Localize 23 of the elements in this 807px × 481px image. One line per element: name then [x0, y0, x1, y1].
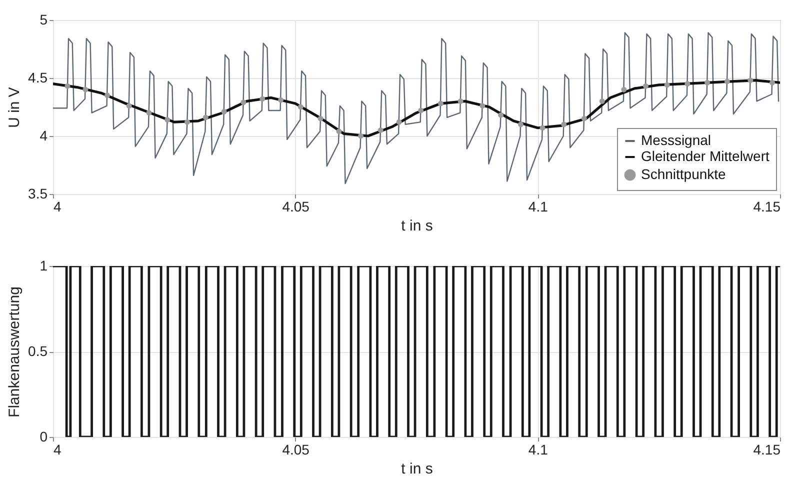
- x-tick-label: 4.05: [282, 198, 310, 214]
- y-tick-label: 5: [40, 12, 48, 28]
- y-tick-label: 1: [40, 258, 48, 274]
- y-tick-label: 4: [40, 128, 48, 144]
- x-axis-title: t in s: [401, 218, 433, 234]
- x-tick-label: 4.1: [528, 442, 548, 458]
- x-tick-label: 4: [54, 442, 62, 458]
- x-tick-label: 4.15: [753, 442, 781, 458]
- x-tick-label: 4.15: [753, 198, 781, 214]
- y-tick-label: 4.5: [28, 70, 48, 86]
- x-tick-label: 4: [54, 198, 62, 214]
- y-tick-label: 0.5: [28, 343, 48, 359]
- y-tick-label: 0: [40, 428, 48, 444]
- legend-label: Schnittpunkte: [641, 166, 726, 182]
- legend-label: Gleitender Mittelwert: [641, 148, 770, 164]
- y-tick-label: 3.5: [28, 186, 48, 202]
- x-axis-title: t in s: [401, 460, 433, 478]
- line-series: [53, 32, 780, 184]
- y-axis-title: Flankenauswertung: [6, 286, 24, 418]
- x-tick-label: 4.1: [528, 198, 548, 214]
- legend-label: Messsignal: [641, 132, 712, 148]
- x-tick-label: 4.05: [282, 442, 310, 458]
- y-axis-title: U in V: [6, 87, 24, 128]
